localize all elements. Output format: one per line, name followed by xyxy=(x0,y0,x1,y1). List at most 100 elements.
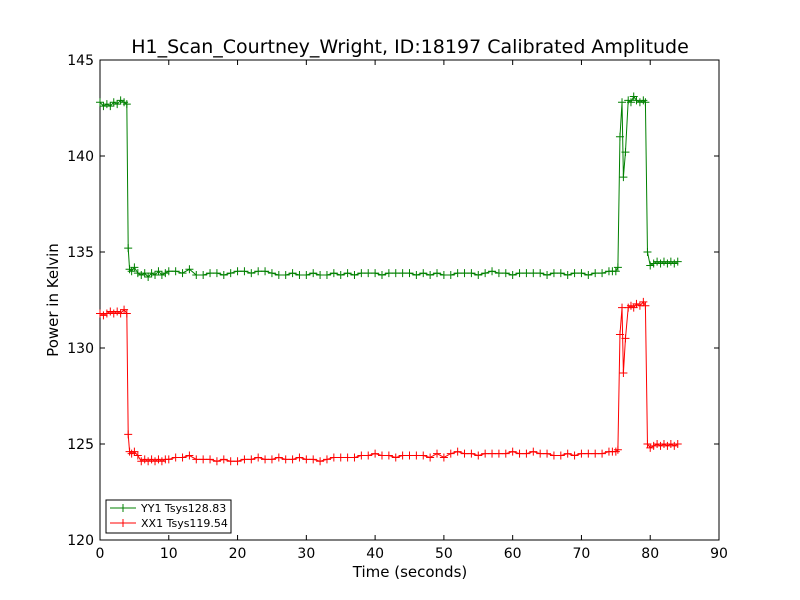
x-tick-label: 70 xyxy=(573,546,591,562)
data-point xyxy=(543,271,552,280)
x-tick-label: 80 xyxy=(641,546,659,562)
data-point xyxy=(563,271,572,280)
data-point xyxy=(316,271,325,280)
data-point xyxy=(125,265,134,274)
data-point xyxy=(350,271,359,280)
data-point xyxy=(639,297,648,306)
data-point xyxy=(570,451,579,460)
data-point xyxy=(364,451,373,460)
data-point xyxy=(185,265,194,274)
data-point xyxy=(154,267,163,276)
data-point xyxy=(613,263,622,272)
data-point xyxy=(515,269,524,278)
data-point xyxy=(371,269,380,278)
data-point xyxy=(618,98,627,107)
data-point xyxy=(653,440,662,448)
data-point xyxy=(154,455,163,464)
data-point xyxy=(140,269,149,278)
x-tick-label: 90 xyxy=(710,546,728,562)
data-point xyxy=(405,269,414,278)
data-point xyxy=(641,98,650,107)
data-point xyxy=(240,455,249,464)
data-point xyxy=(577,269,586,278)
data-point xyxy=(494,269,503,278)
data-point xyxy=(659,440,668,448)
data-point xyxy=(212,269,221,278)
data-point xyxy=(247,455,256,464)
data-point xyxy=(384,451,393,460)
data-point xyxy=(116,96,125,105)
data-point xyxy=(219,271,228,280)
data-point xyxy=(632,299,641,308)
data-point xyxy=(556,451,565,460)
data-point xyxy=(336,453,345,462)
x-tick-label: 50 xyxy=(435,546,453,562)
data-point xyxy=(460,269,469,278)
data-point xyxy=(391,269,400,278)
data-point xyxy=(598,449,607,458)
data-point xyxy=(481,449,490,458)
data-point xyxy=(646,261,655,270)
legend: YY1 Tsys128.83 XX1 Tsys119.54 xyxy=(105,499,232,534)
series-xx1 xyxy=(96,297,682,466)
y-tick-label: 135 xyxy=(67,245,94,261)
data-point xyxy=(481,269,490,278)
data-point xyxy=(598,269,607,278)
data-point xyxy=(453,269,462,278)
data-point xyxy=(161,269,170,278)
data-point xyxy=(199,271,208,280)
data-point xyxy=(549,269,558,278)
x-tick-label: 10 xyxy=(160,546,178,562)
data-point xyxy=(99,102,108,111)
data-point xyxy=(302,271,311,280)
data-point xyxy=(157,457,166,466)
data-point xyxy=(412,451,421,460)
data-point xyxy=(322,271,331,280)
data-point xyxy=(113,100,122,109)
x-tick-label: 0 xyxy=(96,546,105,562)
data-point xyxy=(666,440,675,448)
series-yy1 xyxy=(96,92,682,281)
data-point xyxy=(460,449,469,458)
data-point xyxy=(113,307,122,316)
data-point xyxy=(309,269,318,278)
data-point xyxy=(666,257,675,266)
data-point xyxy=(199,455,208,464)
data-point xyxy=(611,267,620,276)
data-point xyxy=(109,98,118,107)
legend-marker xyxy=(119,504,127,512)
data-point xyxy=(639,96,648,105)
ticks-layer: 0 10 20 30 40 50 60 70 80 90 120 125 130 135 140 145 xyxy=(67,53,728,562)
data-point xyxy=(384,269,393,278)
data-point xyxy=(178,453,187,462)
data-point xyxy=(151,457,160,466)
data-point xyxy=(130,263,139,272)
data-point xyxy=(405,451,414,460)
data-point xyxy=(377,451,386,460)
data-point xyxy=(140,455,149,464)
data-point xyxy=(433,449,442,458)
data-point xyxy=(254,267,263,276)
data-point xyxy=(619,368,628,377)
data-point xyxy=(295,271,304,280)
data-point xyxy=(501,269,510,278)
data-point xyxy=(419,269,428,278)
data-point xyxy=(621,148,630,157)
data-point xyxy=(474,451,483,460)
data-point xyxy=(219,455,228,464)
data-point xyxy=(122,309,131,318)
data-point xyxy=(656,441,665,450)
x-tick-label: 30 xyxy=(297,546,315,562)
data-point xyxy=(474,271,483,280)
data-point xyxy=(261,455,270,464)
data-point xyxy=(329,269,338,278)
data-point xyxy=(157,271,166,280)
data-point xyxy=(615,132,624,141)
data-point xyxy=(99,311,108,320)
data-point xyxy=(192,455,201,464)
data-point xyxy=(488,267,497,276)
data-point xyxy=(274,453,283,462)
data-point xyxy=(261,267,270,276)
data-point xyxy=(281,455,290,464)
data-point xyxy=(247,269,256,278)
